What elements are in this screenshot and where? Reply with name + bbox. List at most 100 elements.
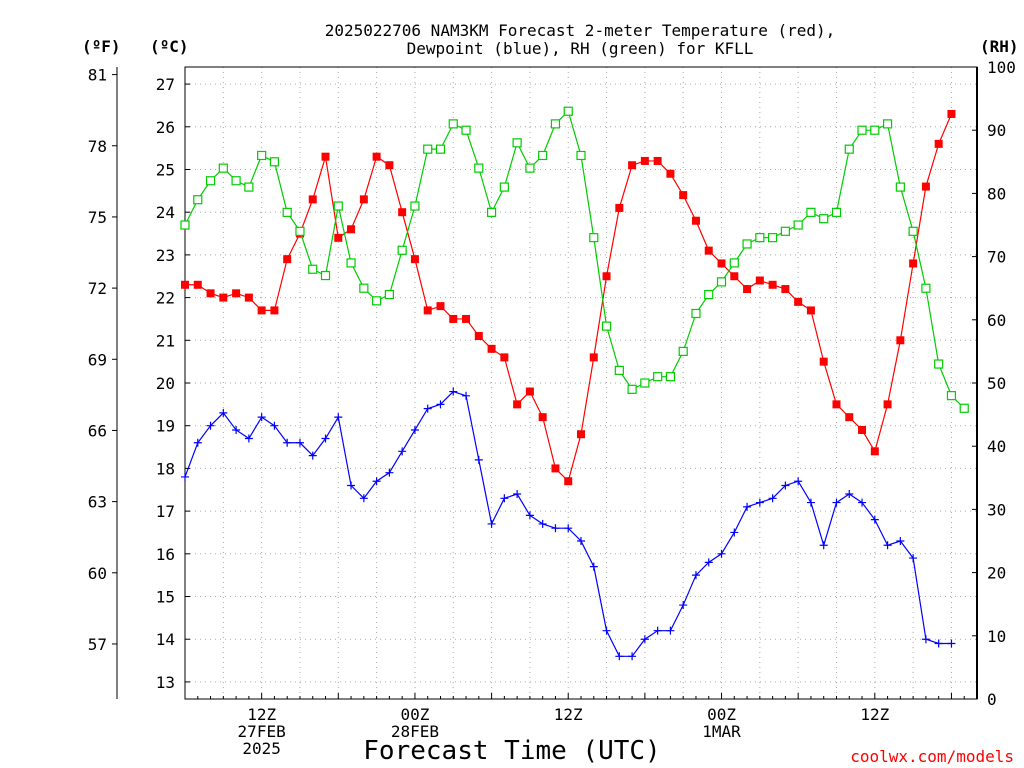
rh-point <box>601 321 612 331</box>
dewpoint-point <box>283 438 292 447</box>
celsius-tick-label: 23 <box>156 246 175 265</box>
rh-tick-label: 30 <box>987 500 1006 519</box>
fahrenheit-unit-label: (ºF) <box>82 37 121 56</box>
rh-point <box>831 207 842 217</box>
rh-point <box>704 289 714 300</box>
celsius-tick-label: 19 <box>156 417 175 436</box>
temperature-point <box>794 297 803 306</box>
dewpoint-point <box>359 494 368 503</box>
rh-point <box>895 182 905 192</box>
temperature-point <box>845 413 854 422</box>
fahrenheit-tick-label: 63 <box>88 493 107 512</box>
x-tick-label: 12Z <box>247 705 276 724</box>
temperature-point <box>500 353 509 362</box>
rh-point <box>320 270 331 281</box>
temperature-point <box>896 336 905 345</box>
rh-point <box>793 220 803 230</box>
dewpoint-point <box>219 408 228 417</box>
rh-point <box>461 125 471 135</box>
rh-point <box>538 150 548 161</box>
fahrenheit-tick-label: 75 <box>88 208 107 227</box>
temperature-point <box>615 203 624 212</box>
rh-point <box>295 226 305 236</box>
rh-point <box>614 365 624 375</box>
x-tick-label: 1MAR <box>702 722 741 741</box>
temperature-point <box>372 152 381 161</box>
x-tick-label: 12Z <box>860 705 889 724</box>
rh-point <box>474 163 484 173</box>
temperature-point <box>730 272 739 281</box>
rh-point <box>384 289 394 300</box>
x-tick-label: 12Z <box>554 705 583 724</box>
dewpoint-point <box>921 635 930 644</box>
dewpoint-point <box>755 498 764 507</box>
temperature-point <box>410 255 419 264</box>
dewpoint-point <box>832 498 841 507</box>
rh-point <box>205 176 216 186</box>
dewpoint-point <box>181 472 189 481</box>
dewpoint-point <box>781 481 790 490</box>
celsius-tick-label: 20 <box>156 374 175 393</box>
rh-tick-label: 70 <box>987 248 1006 267</box>
dewpoint-point <box>743 502 752 511</box>
temperature-point <box>449 314 458 323</box>
temperature-point <box>334 233 343 242</box>
dewpoint-point <box>334 413 343 422</box>
rh-point <box>180 220 190 230</box>
rh-point <box>870 125 880 135</box>
temperature-point <box>308 195 317 204</box>
rh-point <box>410 201 420 211</box>
chart-title-line-1: 2025022706 NAM3KM Forecast 2-meter Tempe… <box>325 21 836 40</box>
rh-point <box>589 233 599 243</box>
dewpoint-point <box>934 639 943 648</box>
credit-link[interactable]: coolwx.com/models <box>850 747 1014 766</box>
x-axis-title: Forecast Time (UTC) <box>363 736 660 766</box>
rh-point <box>729 258 739 268</box>
rh-point <box>563 106 573 116</box>
dewpoint-point <box>449 387 458 396</box>
rh-tick-label: 10 <box>987 627 1006 646</box>
temperature-point <box>257 306 266 315</box>
series-temperature <box>181 109 956 486</box>
rh-point <box>640 378 650 388</box>
temperature-point <box>691 216 700 225</box>
dewpoint-point <box>423 404 432 413</box>
temperature-point <box>666 169 675 178</box>
dewpoint-point <box>691 571 700 580</box>
rh-tick-label: 0 <box>987 690 997 709</box>
rh-point <box>372 296 382 306</box>
dewpoint-point <box>270 421 279 430</box>
rh-point <box>819 214 829 224</box>
series-line-rh <box>184 110 965 409</box>
dewpoint-point <box>436 400 445 409</box>
temperature-point <box>538 413 547 422</box>
fahrenheit-tick-label: 60 <box>88 564 107 583</box>
rh-tick-label: 60 <box>987 311 1006 330</box>
temperature-point <box>525 387 534 396</box>
rh-point <box>806 207 816 217</box>
dewpoint-point <box>232 425 241 434</box>
dewpoint-point <box>870 515 879 524</box>
dewpoint-point <box>602 626 611 635</box>
x-tick-label: 00Z <box>707 705 736 724</box>
rh-point <box>742 239 752 249</box>
temperature-point <box>398 208 407 217</box>
temperature-point <box>947 109 956 118</box>
rh-point <box>308 264 318 274</box>
dewpoint-point <box>500 494 509 503</box>
celsius-tick-label: 17 <box>156 502 175 521</box>
temperature-point <box>347 225 356 234</box>
rh-point <box>844 144 854 154</box>
temperature-point <box>551 464 560 473</box>
dewpoint-point <box>615 652 624 661</box>
temperature-point <box>321 152 330 161</box>
temperature-point <box>181 280 189 289</box>
dewpoint-point <box>295 438 304 447</box>
rh-point <box>218 163 228 173</box>
rh-point <box>627 384 637 394</box>
celsius-tick-label: 16 <box>156 545 175 564</box>
dewpoint-point <box>474 455 483 464</box>
temperature-point <box>832 400 841 409</box>
temperature-point <box>653 156 662 165</box>
temperature-point <box>781 285 790 294</box>
